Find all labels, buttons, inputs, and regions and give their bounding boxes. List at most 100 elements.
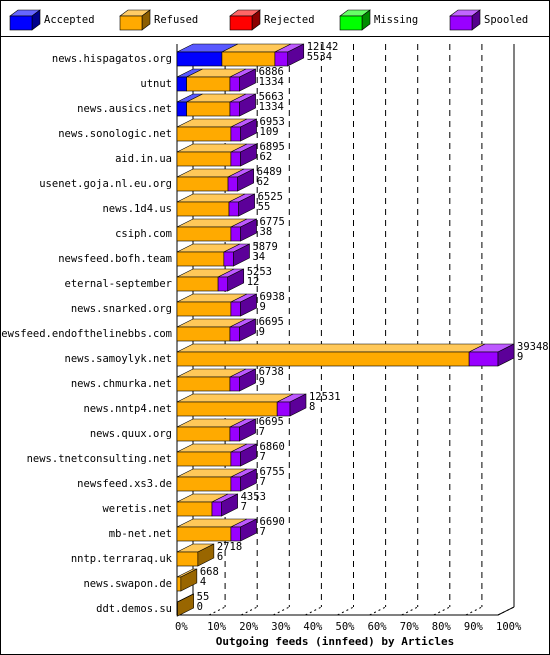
bar (230, 451, 241, 467)
y-tick-label: ddt.demos.su (96, 603, 172, 615)
legend-label: Refused (154, 14, 198, 26)
bar (176, 451, 232, 467)
value-label: 6775 (260, 216, 285, 228)
value-label: 6 (217, 551, 223, 563)
x-tick-label: 80% (432, 621, 452, 633)
bar-side (240, 143, 257, 167)
x-tick-label: 0% (175, 621, 188, 633)
y-tick-label: news.quux.org (90, 428, 172, 440)
bar-side (240, 118, 257, 142)
x-tick-label: 20% (239, 621, 259, 633)
axis-line (497, 606, 515, 616)
bar-top (176, 343, 486, 353)
value-label: 9 (517, 351, 523, 363)
x-tick-label: 10% (207, 621, 227, 633)
value-label: 7 (241, 501, 247, 513)
bar-side (240, 443, 257, 467)
bar (176, 476, 232, 492)
bar (176, 526, 232, 542)
bar-side (239, 368, 256, 392)
bar (176, 326, 231, 342)
bar (176, 501, 213, 517)
legend-swatch (229, 15, 253, 31)
value-label: 38 (260, 226, 273, 238)
value-label: 6695 (259, 416, 284, 428)
value-label: 1334 (259, 101, 284, 113)
y-tick-label: eternal-september (65, 278, 172, 290)
value-label: 6938 (260, 291, 285, 303)
value-label: 12142 (307, 41, 339, 53)
bar (176, 276, 219, 292)
value-label: 9 (259, 326, 265, 338)
bar (176, 376, 231, 392)
y-tick-label: weretis.net (102, 503, 172, 515)
bar (176, 576, 182, 592)
bar (274, 51, 289, 67)
y-tick-label: news.hispagatos.org (52, 53, 172, 65)
bar (176, 51, 223, 67)
y-tick-label: news.1d4.us (102, 203, 172, 215)
value-label: 6695 (259, 316, 284, 328)
value-label: 6860 (260, 441, 285, 453)
bar (176, 301, 232, 317)
bar-side (240, 518, 257, 542)
bar-side (497, 343, 515, 367)
bar (227, 176, 238, 192)
value-label: 6690 (260, 516, 285, 528)
bar (176, 151, 232, 167)
value-label: 4 (200, 576, 206, 588)
y-tick-label: news.chmurka.net (71, 378, 172, 390)
value-label: 55 (197, 591, 210, 603)
y-tick-label: news.samoylyk.net (65, 353, 172, 365)
value-label: 668 (200, 566, 219, 578)
bar-side (237, 168, 254, 192)
value-label: 34 (252, 251, 265, 263)
bar (276, 401, 291, 417)
legend-label: Rejected (264, 14, 315, 26)
bar-side (239, 418, 256, 442)
x-tick-label: 100% (496, 621, 522, 633)
bar-side (221, 493, 238, 517)
x-tick-label: 30% (271, 621, 291, 633)
bar (176, 126, 232, 142)
y-tick-label: utnut (140, 78, 172, 90)
value-label: 6886 (259, 66, 284, 78)
x-tick-label: 60% (368, 621, 388, 633)
bar (229, 76, 240, 92)
value-label: 109 (260, 126, 279, 138)
bar (176, 226, 232, 242)
bar-side (177, 593, 194, 617)
y-tick-label: mb-net.net (109, 528, 172, 540)
bar (221, 51, 276, 67)
value-label: 6755 (260, 466, 285, 478)
bar (230, 476, 241, 492)
x-tick-label: 70% (400, 621, 420, 633)
bar-side (180, 568, 198, 592)
x-axis-title: Outgoing feeds (innfeed) by Articles (216, 635, 454, 648)
bar (176, 251, 225, 267)
y-tick-label: newsfeed.bofh.team (58, 253, 172, 265)
bar (176, 401, 278, 417)
bar (176, 176, 229, 192)
value-label: 5879 (252, 241, 277, 253)
bar-side (239, 68, 256, 92)
bar-side (240, 218, 257, 242)
legend-swatch (339, 15, 363, 31)
bar-top (176, 393, 294, 403)
bar-side (233, 243, 250, 267)
y-tick-label: newsfeed.xs3.de (77, 478, 172, 490)
value-label: 8 (309, 401, 315, 413)
y-tick-label: nntp.terraraq.uk (71, 553, 173, 565)
bar (176, 426, 231, 442)
value-label: 2718 (217, 541, 242, 553)
bar-side (197, 543, 215, 567)
bar (230, 301, 241, 317)
legend-label: Accepted (44, 14, 95, 26)
legend-swatch (449, 15, 473, 31)
value-label: 6525 (258, 191, 283, 203)
bar (186, 76, 231, 92)
y-tick-label: news.snarked.org (71, 303, 172, 315)
bar (229, 326, 240, 342)
bar (223, 251, 234, 267)
bar (176, 551, 199, 567)
